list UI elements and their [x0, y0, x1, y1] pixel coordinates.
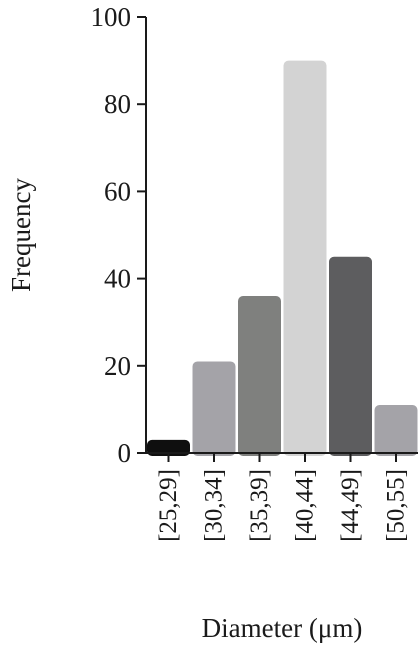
y-axis-title: Frequency	[6, 178, 36, 292]
x-tick-label-5: [44,49]	[337, 469, 364, 542]
y-tick-label-2: 20	[104, 351, 131, 381]
bar-4	[283, 60, 327, 456]
bar-5	[329, 256, 372, 456]
x-tick-label-4: [40,44]	[292, 469, 319, 542]
bar-6	[374, 405, 418, 456]
x-tick-label-3: [35,39]	[246, 469, 273, 542]
x-tick-label-6: [50,55]	[383, 469, 410, 542]
bar-1	[147, 439, 190, 456]
y-tick-label-3: 40	[104, 264, 131, 294]
x-tick-label-1: [25,29]	[155, 469, 182, 542]
y-ticks-group: 0 20 40 60 80 100	[91, 2, 146, 468]
y-tick-label-1: 0	[118, 438, 132, 468]
x-ticks-group: [25,29] [30,34] [35,39] [40,44] [44,49] [50,5…	[155, 453, 410, 542]
bar-3	[238, 296, 281, 456]
bar-2	[192, 361, 236, 456]
bars-group	[147, 60, 418, 456]
y-tick-label-6: 100	[91, 2, 132, 32]
x-axis-title: Diameter (μm)	[202, 613, 363, 643]
y-tick-label-5: 80	[104, 89, 131, 119]
y-tick-label-4: 60	[104, 176, 131, 206]
x-tick-label-2: [30,34]	[201, 469, 228, 542]
